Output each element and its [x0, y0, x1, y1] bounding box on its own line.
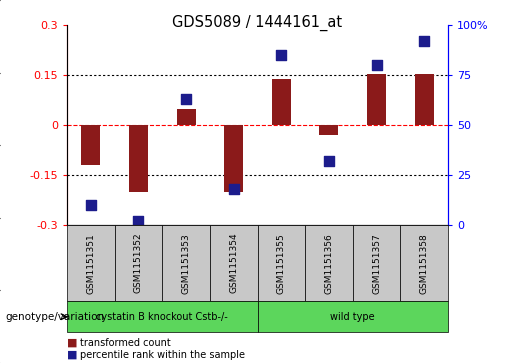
Text: percentile rank within the sample: percentile rank within the sample — [80, 350, 245, 360]
Point — [134, 218, 143, 224]
Bar — [272, 79, 291, 125]
Bar — [415, 74, 434, 125]
Point — [230, 186, 238, 192]
Point — [87, 202, 95, 208]
Bar — [224, 125, 243, 192]
Text: GSM1151353: GSM1151353 — [182, 233, 191, 294]
Point — [372, 62, 381, 68]
Text: ■: ■ — [67, 338, 77, 348]
Text: ■: ■ — [67, 350, 77, 360]
Point — [420, 38, 428, 44]
Bar — [319, 125, 338, 135]
Text: GSM1151357: GSM1151357 — [372, 233, 381, 294]
Text: GSM1151352: GSM1151352 — [134, 233, 143, 294]
Text: transformed count: transformed count — [80, 338, 170, 348]
Text: GSM1151358: GSM1151358 — [420, 233, 428, 294]
Text: genotype/variation: genotype/variation — [5, 312, 104, 322]
Point — [182, 96, 190, 102]
Bar — [367, 74, 386, 125]
Point — [325, 158, 333, 164]
Text: GSM1151356: GSM1151356 — [324, 233, 333, 294]
Text: GSM1151355: GSM1151355 — [277, 233, 286, 294]
Text: cystatin B knockout Cstb-/-: cystatin B knockout Cstb-/- — [96, 312, 228, 322]
Text: GDS5089 / 1444161_at: GDS5089 / 1444161_at — [173, 15, 342, 31]
Bar — [129, 125, 148, 192]
Bar — [81, 125, 100, 165]
Text: GSM1151351: GSM1151351 — [87, 233, 95, 294]
Text: wild type: wild type — [331, 312, 375, 322]
Text: GSM1151354: GSM1151354 — [229, 233, 238, 294]
Bar — [177, 109, 196, 125]
Point — [277, 52, 285, 58]
